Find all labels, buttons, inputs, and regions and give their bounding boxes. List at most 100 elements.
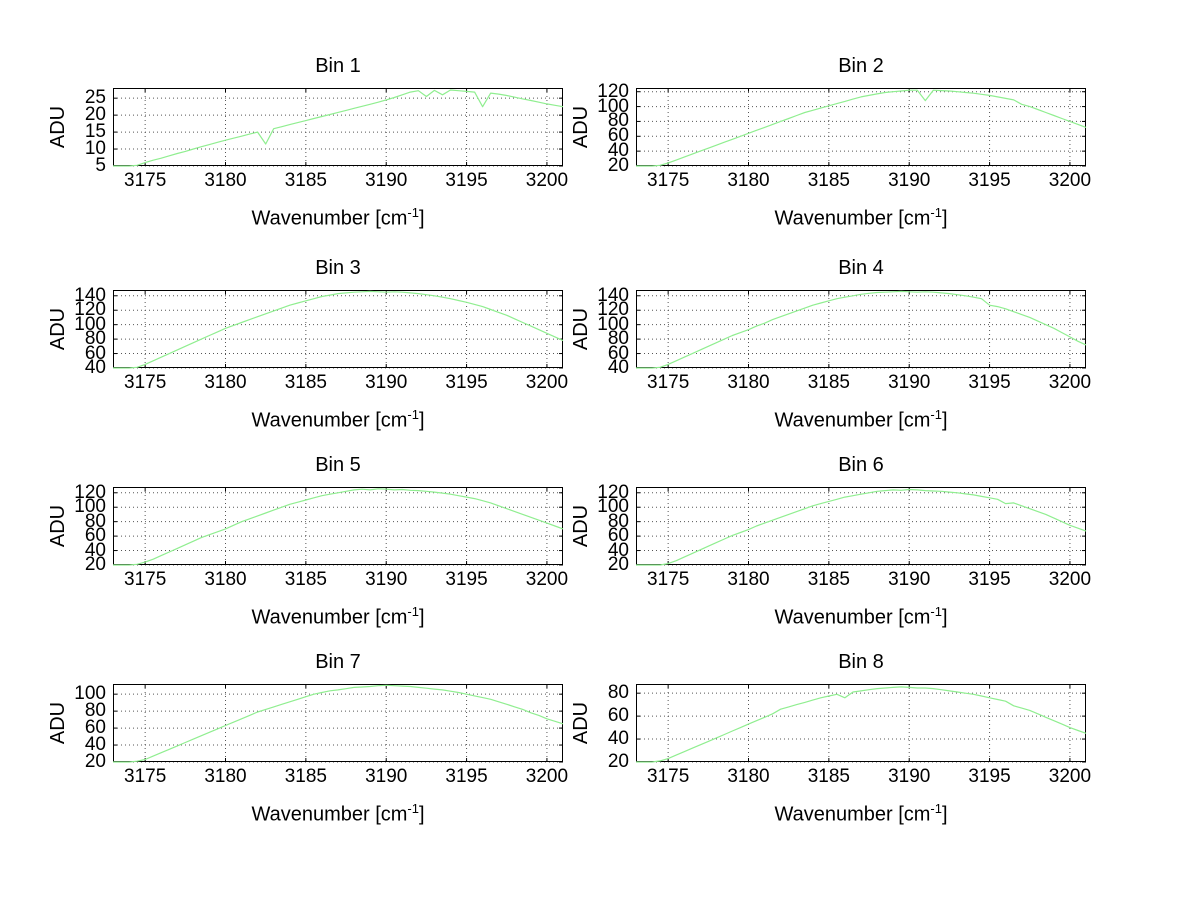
x-axis-label-text: Wavenumber [cm (251, 606, 408, 629)
y-tick-label: 20 (84, 751, 106, 772)
x-tick-label: 3175 (124, 766, 167, 787)
x-tick-label: 3195 (445, 372, 488, 393)
plot-area (636, 684, 1087, 763)
x-tick-label: 3190 (888, 766, 931, 787)
x-tick-label: 3180 (727, 372, 770, 393)
x-tick-label: 3195 (968, 372, 1011, 393)
y-tick-label: 80 (84, 328, 106, 350)
x-axis-label-sup: -1 (930, 407, 942, 422)
x-axis-label-sup: -1 (930, 604, 942, 619)
axis-box (113, 88, 563, 166)
y-tick-label: 40 (607, 357, 629, 378)
y-tick-label: 100 (74, 683, 106, 705)
axis-box (113, 487, 563, 565)
x-tick-label: 3185 (807, 766, 850, 787)
x-tick-label: 3185 (284, 569, 327, 590)
y-tick-label: 140 (74, 284, 106, 306)
y-tick-label: 40 (607, 539, 629, 561)
subplot-bin-4: Bin 4 ADU Wavenumber [cm-1] 3175 3180 3185… (531, 256, 1091, 448)
x-axis-label: Wavenumber [cm-1] (113, 796, 563, 828)
spectrum-line (636, 686, 1087, 763)
plot-area (636, 290, 1087, 369)
chart-title: Bin 5 (315, 454, 361, 476)
x-tick-label: 3180 (204, 766, 247, 787)
y-tick-label: 100 (597, 496, 629, 518)
x-tick-label: 3190 (888, 372, 931, 393)
chart-title: Bin 1 (315, 55, 361, 77)
x-axis-label: Wavenumber [cm-1] (636, 599, 1086, 631)
y-tick-label: 60 (84, 525, 106, 547)
x-tick-label: 3190 (888, 170, 931, 191)
plot-area (636, 88, 1087, 167)
x-tick-label: 3175 (124, 372, 167, 393)
chart-title: Bin 4 (838, 257, 884, 279)
x-axis-label-text: Wavenumber [cm (774, 606, 931, 629)
x-tick-label: 3200 (525, 766, 569, 787)
x-axis-label-close: ] (941, 409, 948, 432)
x-tick-label: 3175 (647, 766, 690, 787)
x-axis-label-sup: -1 (407, 407, 419, 422)
x-tick-label: 3180 (204, 170, 247, 191)
plot-area (113, 88, 564, 167)
axis-box (636, 684, 1086, 762)
x-tick-label: 3180 (727, 569, 770, 590)
x-tick-label: 3175 (647, 372, 690, 393)
x-tick-label: 3175 (124, 569, 167, 590)
y-tick-label: 40 (84, 357, 106, 378)
y-tick-label: 20 (84, 554, 106, 575)
spectrum-line (113, 290, 564, 369)
y-tick-label: 25 (84, 87, 106, 109)
x-axis-label-text: Wavenumber [cm (251, 803, 408, 826)
y-tick-label: 60 (607, 125, 629, 147)
x-tick-label: 3200 (525, 372, 569, 393)
y-tick-label: 140 (597, 284, 629, 306)
x-axis-label: Wavenumber [cm-1] (636, 402, 1086, 434)
x-axis-label: Wavenumber [cm-1] (113, 402, 563, 434)
x-tick-label: 3190 (888, 569, 931, 590)
chart-title: Bin 8 (838, 651, 884, 673)
x-axis-label-text: Wavenumber [cm (774, 409, 931, 432)
axis-box (636, 290, 1086, 368)
x-axis-label-text: Wavenumber [cm (774, 207, 931, 230)
x-tick-label: 3175 (124, 170, 167, 191)
x-axis-label: Wavenumber [cm-1] (636, 796, 1086, 828)
x-tick-label: 3195 (968, 569, 1011, 590)
y-tick-label: 40 (607, 140, 629, 162)
y-tick-label: 80 (84, 510, 106, 532)
chart-title: Bin 2 (838, 55, 884, 77)
x-axis-label-close: ] (418, 606, 425, 629)
y-tick-label: 120 (597, 299, 629, 321)
x-tick-label: 3200 (525, 569, 569, 590)
x-tick-label: 3195 (445, 766, 488, 787)
y-tick-label: 5 (95, 155, 106, 176)
x-axis-label-text: Wavenumber [cm (251, 207, 408, 230)
y-tick-label: 100 (597, 313, 629, 335)
spectrum-line (636, 89, 1087, 167)
subplot-bin-6: Bin 6 ADU Wavenumber [cm-1] 3175 3180 3185… (531, 453, 1091, 645)
x-axis-label-close: ] (418, 803, 425, 826)
x-tick-label: 3190 (365, 569, 408, 590)
x-axis-label-sup: -1 (407, 205, 419, 220)
x-axis-label-close: ] (941, 803, 948, 826)
axis-box (113, 290, 563, 368)
x-tick-label: 3195 (968, 170, 1011, 191)
x-tick-label: 3180 (727, 170, 770, 191)
y-tick-label: 80 (607, 328, 629, 350)
y-tick-label: 20 (607, 155, 629, 176)
spectrum-line (113, 89, 564, 167)
x-axis-label-text: Wavenumber [cm (774, 803, 931, 826)
x-tick-label: 3185 (284, 372, 327, 393)
chart-title: Bin 7 (315, 651, 361, 673)
y-tick-label: 120 (74, 299, 106, 321)
x-tick-label: 3190 (365, 766, 408, 787)
y-tick-label: 80 (607, 110, 629, 132)
y-tick-label: 60 (607, 342, 629, 364)
x-tick-label: 3175 (647, 170, 690, 191)
x-tick-label: 3180 (204, 372, 247, 393)
x-tick-label: 3200 (1048, 170, 1092, 191)
y-tick-label: 20 (607, 751, 629, 772)
y-tick-label: 100 (74, 496, 106, 518)
x-axis-label-sup: -1 (930, 801, 942, 816)
x-tick-label: 3200 (1048, 372, 1092, 393)
